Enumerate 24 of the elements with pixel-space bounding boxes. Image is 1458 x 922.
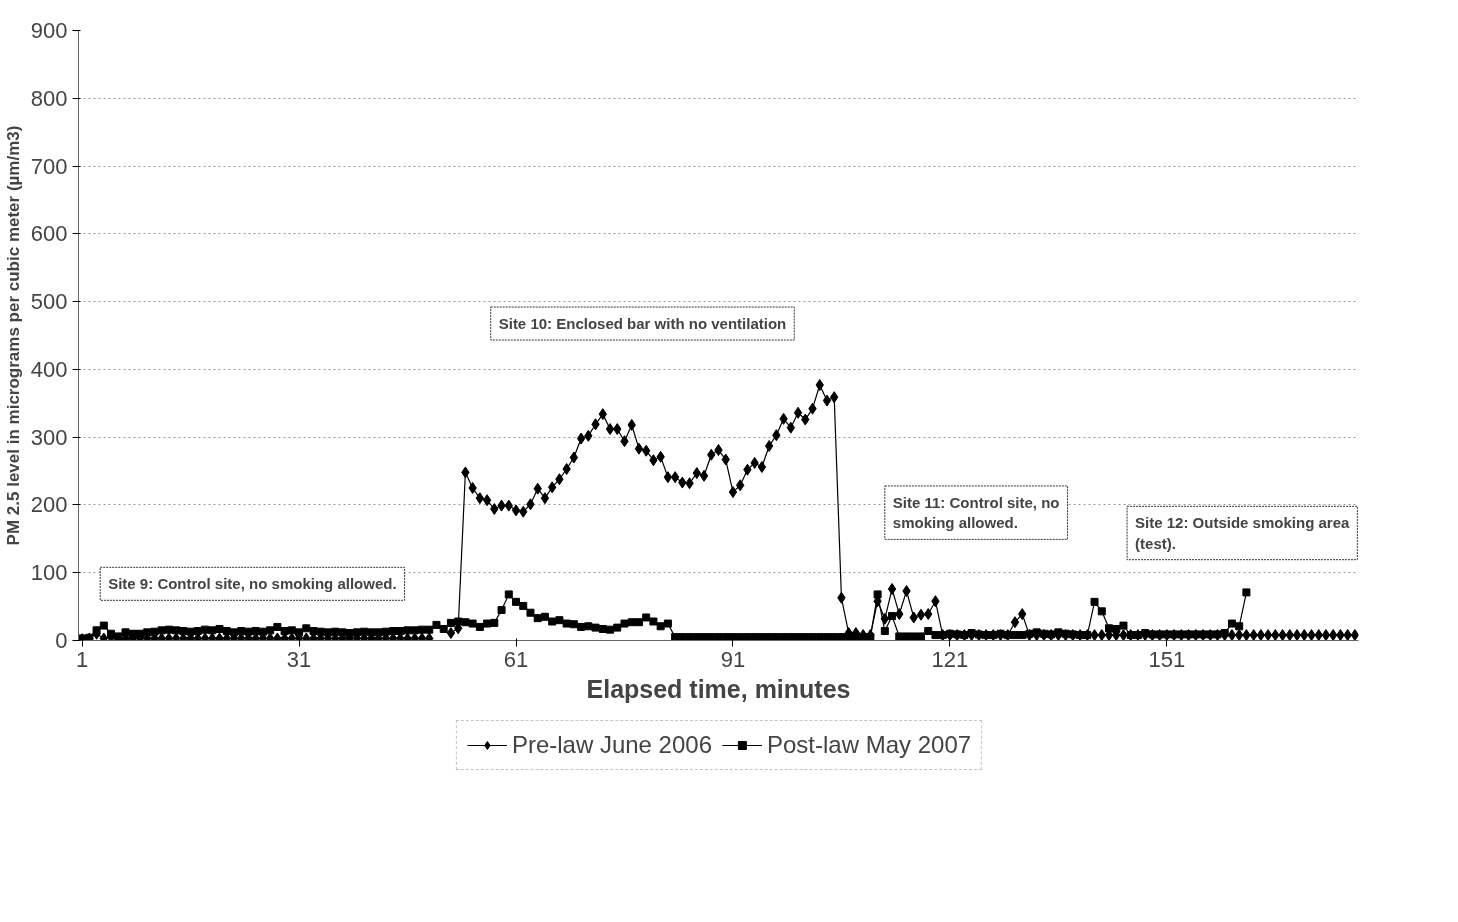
x-tick-label: 151 xyxy=(1148,646,1186,672)
y-tick-label: 400 xyxy=(30,356,68,382)
x-tick-label: 91 xyxy=(720,646,746,672)
x-tick-label: 1 xyxy=(76,646,89,672)
annotation: Site 10: Enclosed bar with no ventilation xyxy=(498,315,787,333)
annotation: Site 9: Control site, no smoking allowed. xyxy=(108,575,397,593)
x-tick-label: 61 xyxy=(503,646,529,672)
annotation: Site 12: Outside smoking area (test). xyxy=(1135,514,1350,552)
x-axis-title: Elapsed time, minutes xyxy=(586,674,851,703)
y-axis-title: PM 2.5 level in micrograms per cubic meter (µm/m3) xyxy=(3,125,23,546)
y-tick-label: 0 xyxy=(55,628,68,653)
y-tick-label: 500 xyxy=(30,289,68,315)
legend-label: Post-law May 2007 xyxy=(767,731,972,759)
y-tick-label: 900 xyxy=(30,18,68,43)
y-tick-label: 700 xyxy=(30,153,68,179)
legend-label: Pre-law June 2006 xyxy=(511,731,713,759)
y-tick-label: 200 xyxy=(30,492,68,518)
x-tick-label: 31 xyxy=(286,646,312,672)
y-tick-label: 600 xyxy=(30,221,68,247)
y-tick-label: 800 xyxy=(30,85,68,111)
y-tick-label: 100 xyxy=(30,560,68,586)
annotation: Site 11: Control site, no smoking allowed. xyxy=(892,493,1060,532)
x-tick-label: 121 xyxy=(931,646,969,672)
y-tick-label: 300 xyxy=(30,424,68,450)
